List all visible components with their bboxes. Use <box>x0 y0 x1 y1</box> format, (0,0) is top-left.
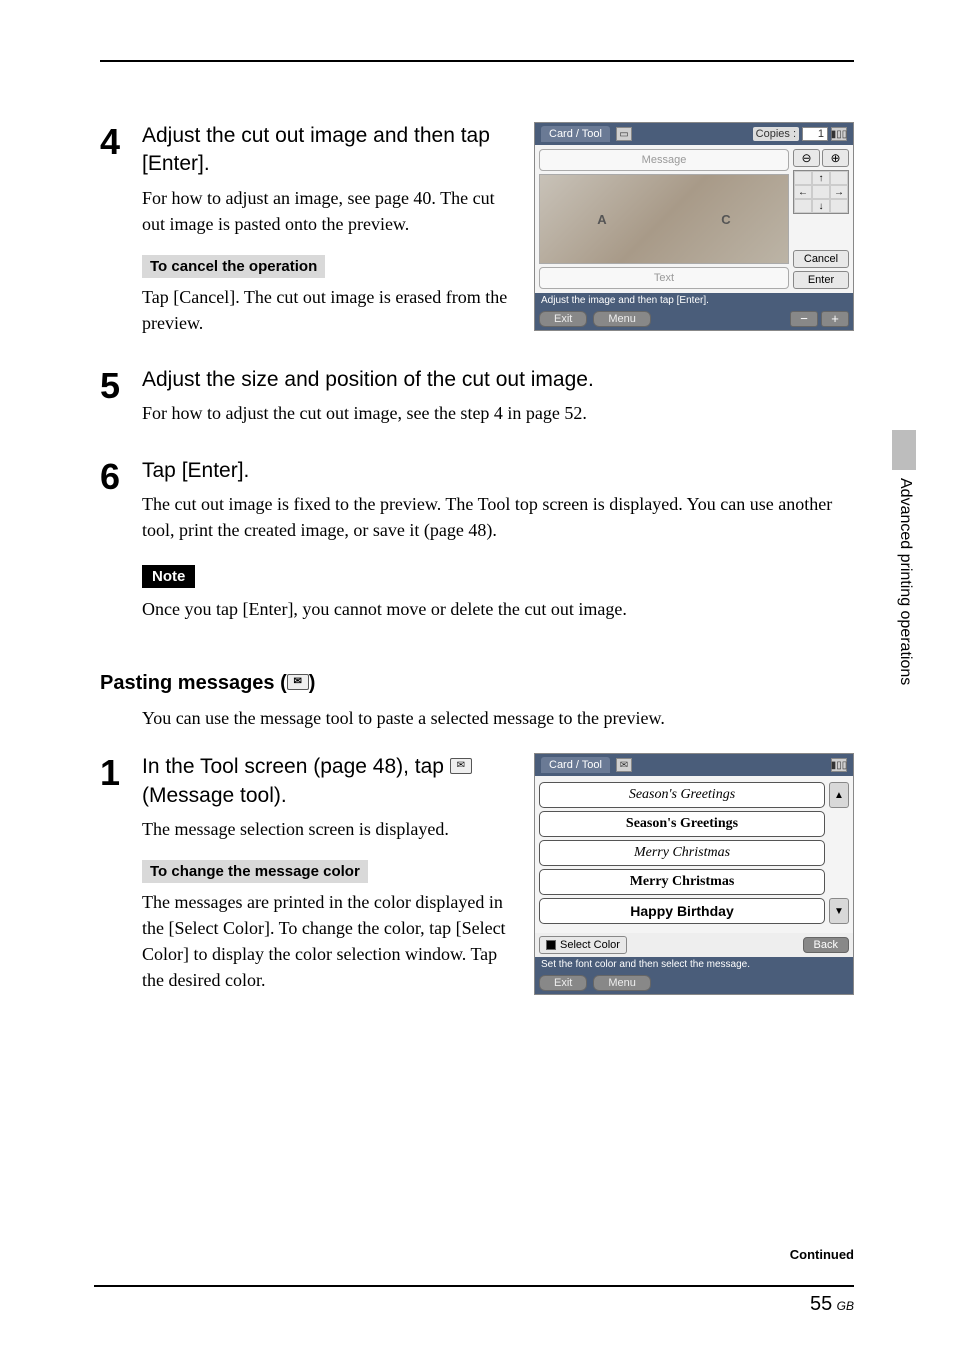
preview-canvas[interactable]: A C <box>539 174 789 264</box>
step-1b-row: 1 In the Tool screen (page 48), tap ✉ (M… <box>100 753 854 1023</box>
step-4-heading: Adjust the cut out image and then tap [E… <box>142 122 516 179</box>
message-icon: ✉ <box>616 758 632 772</box>
step-4-number: 4 <box>100 124 142 160</box>
continued-label: Continued <box>790 1247 854 1262</box>
side-tab-marker <box>892 430 916 470</box>
pasting-heading-suffix: ) <box>309 672 316 694</box>
step-4: 4 Adjust the cut out image and then tap … <box>100 122 516 348</box>
change-color-text: The messages are printed in the color di… <box>142 889 516 993</box>
menu-button[interactable]: Menu <box>593 311 651 327</box>
text-box[interactable]: Text <box>539 267 789 289</box>
arrow-pad[interactable]: ↑ ← → ↓ <box>793 170 849 214</box>
label-a: A <box>597 212 606 227</box>
ss2-tab[interactable]: Card / Tool <box>541 757 610 773</box>
ss1-body: Message A C Text ⊖ ⊕ ↑ ← → ↓ <box>535 145 853 293</box>
side-tab-label: Advanced printing operations <box>892 470 916 693</box>
page-footer: 55 GB <box>94 1285 854 1316</box>
msg-item-5[interactable]: Happy Birthday <box>539 898 825 924</box>
scroll-down-button[interactable]: ▼ <box>829 898 849 924</box>
color-swatch <box>546 940 556 950</box>
select-color-label: Select Color <box>560 939 620 951</box>
battery-icon: ▮▯▯ <box>831 127 847 141</box>
message-tool-icon: ✉ <box>287 674 309 690</box>
step-6-heading: Tap [Enter]. <box>142 457 854 485</box>
message-box[interactable]: Message <box>539 149 789 171</box>
page-number: 55 <box>810 1293 832 1315</box>
msg-item-3[interactable]: Merry Christmas <box>539 840 825 866</box>
window-icon: ▭ <box>616 127 632 141</box>
step-1b-number: 1 <box>100 755 142 791</box>
pasting-heading-prefix: Pasting messages ( <box>100 672 287 694</box>
copies-value: 1 <box>802 127 828 141</box>
step-6: 6 Tap [Enter]. The cut out image is fixe… <box>100 457 854 635</box>
step-5-text: For how to adjust the cut out image, see… <box>142 400 854 426</box>
step-1b-text: The message selection screen is displaye… <box>142 816 516 842</box>
note-label: Note <box>142 565 195 588</box>
cancel-op-label: To cancel the operation <box>142 255 325 278</box>
enter-button[interactable]: Enter <box>793 271 849 289</box>
ss2-footer: Exit Menu <box>535 972 853 994</box>
pasting-intro: You can use the message tool to paste a … <box>142 705 854 731</box>
back-button[interactable]: Back <box>803 937 849 953</box>
step-1b: 1 In the Tool screen (page 48), tap ✉ (M… <box>100 753 516 1005</box>
scroll-up-button[interactable]: ▲ <box>829 782 849 808</box>
ss2-bottom: Select Color Back <box>535 933 853 957</box>
minus-button[interactable]: − <box>790 311 818 327</box>
battery-icon-2: ▮▯▯ <box>831 758 847 772</box>
step-6-number: 6 <box>100 459 142 495</box>
arrow-right-icon[interactable]: → <box>830 185 848 199</box>
step-5-heading: Adjust the size and position of the cut … <box>142 366 854 394</box>
label-c: C <box>721 212 730 227</box>
page-region: GB <box>837 1299 854 1313</box>
ss2-status: Set the font color and then select the m… <box>535 957 853 972</box>
step-4-row: 4 Adjust the cut out image and then tap … <box>100 122 854 366</box>
side-tab: Advanced printing operations <box>892 430 916 760</box>
ss1-footer: Exit Menu − + <box>535 308 853 330</box>
cancel-button[interactable]: Cancel <box>793 250 849 268</box>
step-1b-heading: In the Tool screen (page 48), tap ✉ (Mes… <box>142 753 516 810</box>
step-1b-heading-p2: (Message tool). <box>142 784 287 807</box>
step-1b-heading-p1: In the Tool screen (page 48), tap <box>142 755 450 778</box>
message-list: Season's Greetings ▲ Season's Greetings … <box>535 776 853 933</box>
arrow-down-icon[interactable]: ↓ <box>812 199 830 213</box>
ss1-header: Card / Tool ▭ Copies : 1 ▮▯▯ <box>535 123 853 145</box>
select-color-button[interactable]: Select Color <box>539 936 627 954</box>
cancel-op-text: Tap [Cancel]. The cut out image is erase… <box>142 284 516 336</box>
pasting-heading: Pasting messages (✉) <box>100 672 854 695</box>
msg-item-2[interactable]: Season's Greetings <box>539 811 825 837</box>
step-6-text: The cut out image is fixed to the previe… <box>142 491 854 543</box>
msg-item-4[interactable]: Merry Christmas <box>539 869 825 895</box>
step-4-text: For how to adjust an image, see page 40.… <box>142 185 516 237</box>
change-color-label: To change the message color <box>142 860 368 883</box>
plus-button[interactable]: + <box>821 311 849 327</box>
message-tool-icon-inline: ✉ <box>450 758 472 774</box>
screenshot-adjust: Card / Tool ▭ Copies : 1 ▮▯▯ Message A C… <box>534 122 854 331</box>
exit-button-2[interactable]: Exit <box>539 975 587 991</box>
ss1-status: Adjust the image and then tap [Enter]. <box>535 293 853 308</box>
menu-button-2[interactable]: Menu <box>593 975 651 991</box>
msg-item-1[interactable]: Season's Greetings <box>539 782 825 808</box>
step-5-number: 5 <box>100 368 142 404</box>
arrow-up-icon[interactable]: ↑ <box>812 171 830 185</box>
zoom-out-button[interactable]: ⊖ <box>793 149 820 167</box>
exit-button[interactable]: Exit <box>539 311 587 327</box>
ss1-tab[interactable]: Card / Tool <box>541 126 610 142</box>
screenshot-messages: Card / Tool ✉ ▮▯▯ Season's Greetings ▲ S… <box>534 753 854 995</box>
copies-label: Copies : <box>753 127 799 141</box>
note-text: Once you tap [Enter], you cannot move or… <box>142 596 854 622</box>
ss2-header: Card / Tool ✉ ▮▯▯ <box>535 754 853 776</box>
top-rule <box>100 60 854 62</box>
zoom-in-button[interactable]: ⊕ <box>822 149 849 167</box>
step-5: 5 Adjust the size and position of the cu… <box>100 366 854 438</box>
arrow-left-icon[interactable]: ← <box>794 185 812 199</box>
